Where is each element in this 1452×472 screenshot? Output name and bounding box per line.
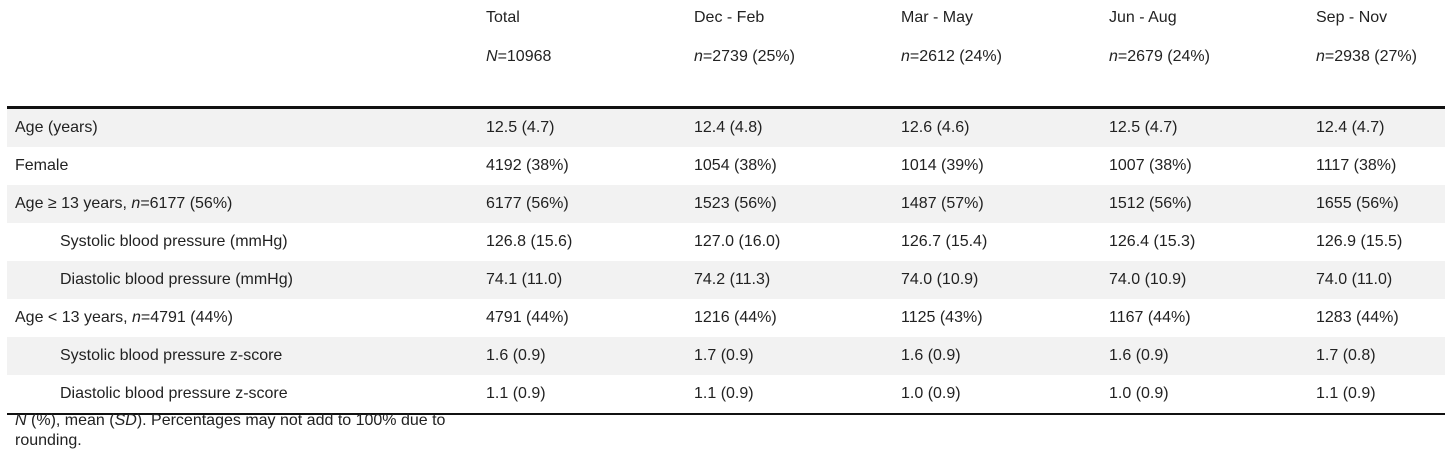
header-title-row: Total Dec - Feb Mar - May Jun - Aug Sep … <box>7 0 1445 36</box>
column-header-sep-nov: Sep - Nov <box>1316 9 1388 26</box>
cell-value: 1.7 (0.8) <box>1308 337 1445 375</box>
summary-table-container: Total Dec - Feb Mar - May Jun - Aug Sep … <box>7 0 1445 415</box>
cell-value: 1117 (38%) <box>1316 157 1397 174</box>
cell-value: 126.9 (15.5) <box>1316 233 1403 250</box>
row-label: Diastolic blood pressure z-score <box>60 385 288 402</box>
footnote-text: ). Percentages may not add to 100% due t… <box>15 412 446 449</box>
summary-table: Total Dec - Feb Mar - May Jun - Aug Sep … <box>7 0 1445 415</box>
cell-value: 1512 (56%) <box>1101 185 1308 223</box>
cell-value: 6177 (56%) <box>478 185 686 223</box>
table-row: Systolic blood pressure z-score 1.6 (0.9… <box>7 337 1445 375</box>
table-row: Diastolic blood pressure z-score 1.1 (0.… <box>7 375 1445 414</box>
row-label-count: =6177 (56%) <box>140 195 233 212</box>
cell-value: 1007 (38%) <box>1109 157 1192 174</box>
footnote-sd-symbol: SD <box>114 412 137 429</box>
row-label: Age < 13 years, n=4791 (44%) <box>7 299 478 337</box>
cell-value: 1167 (44%) <box>1109 309 1191 326</box>
cell-value: 1487 (57%) <box>893 185 1101 223</box>
count-value: =2739 (25%) <box>702 48 795 65</box>
row-label: Female <box>15 157 69 174</box>
cell-value: 1.1 (0.9) <box>694 385 754 402</box>
row-label-symbol: n <box>131 309 141 326</box>
cell-value: 4791 (44%) <box>486 309 569 326</box>
count-symbol: n <box>1316 48 1325 65</box>
header-count-row: N=10968 n=2739 (25%) n=2612 (24%) n=2679… <box>7 36 1445 108</box>
count-value: =2938 (27%) <box>1324 48 1417 65</box>
table-row: Female 4192 (38%) 1054 (38%) 1014 (39%) … <box>7 147 1445 185</box>
column-count-dec-feb: n=2739 (25%) <box>686 36 893 108</box>
cell-value: 1283 (44%) <box>1316 309 1399 326</box>
cell-value: 74.1 (11.0) <box>478 261 686 299</box>
row-label-symbol: n <box>131 195 141 212</box>
count-symbol: n <box>901 48 910 65</box>
cell-value: 1.0 (0.9) <box>901 385 961 402</box>
table-row: Age (years) 12.5 (4.7) 12.4 (4.8) 12.6 (… <box>7 107 1445 147</box>
cell-value: 1655 (56%) <box>1308 185 1445 223</box>
column-header-dec-feb: Dec - Feb <box>694 9 765 26</box>
cell-value: 12.6 (4.6) <box>893 107 1101 147</box>
column-count-total: N=10968 <box>478 36 686 108</box>
cell-value: 4192 (38%) <box>486 157 569 174</box>
table-footnote: N (%), mean (SD). Percentages may not ad… <box>15 411 485 451</box>
row-label: Age ≥ 13 years, n=6177 (56%) <box>7 185 478 223</box>
header-blank-cell <box>7 0 478 36</box>
cell-value: 12.4 (4.7) <box>1308 107 1445 147</box>
cell-value: 1.0 (0.9) <box>1109 385 1169 402</box>
table-row: Systolic blood pressure (mmHg) 126.8 (15… <box>7 223 1445 261</box>
cell-value: 1054 (38%) <box>694 157 777 174</box>
row-label: Diastolic blood pressure (mmHg) <box>7 261 478 299</box>
column-header-jun-aug: Jun - Aug <box>1109 9 1177 26</box>
cell-value: 74.0 (10.9) <box>1101 261 1308 299</box>
count-value: =2612 (24%) <box>909 48 1002 65</box>
cell-value: 12.5 (4.7) <box>1101 107 1308 147</box>
count-symbol: n <box>1109 48 1118 65</box>
table-row: Age ≥ 13 years, n=6177 (56%) 6177 (56%) … <box>7 185 1445 223</box>
row-label-count: =4791 (44%) <box>140 309 233 326</box>
cell-value: 74.2 (11.3) <box>686 261 893 299</box>
cell-value: 126.4 (15.3) <box>1109 233 1196 250</box>
row-label: Systolic blood pressure (mmHg) <box>60 233 288 250</box>
cell-value: 1216 (44%) <box>694 309 777 326</box>
cell-value: 126.7 (15.4) <box>901 233 988 250</box>
header-blank-cell <box>7 36 478 108</box>
count-value: =10968 <box>497 48 552 65</box>
cell-value: 127.0 (16.0) <box>694 233 781 250</box>
table-row: Age < 13 years, n=4791 (44%) 4791 (44%) … <box>7 299 1445 337</box>
table-body: Age (years) 12.5 (4.7) 12.4 (4.8) 12.6 (… <box>7 107 1445 414</box>
cell-value: 1.6 (0.9) <box>478 337 686 375</box>
row-label-text: Age ≥ 13 years, <box>15 195 132 212</box>
column-count-sep-nov: n=2938 (27%) <box>1308 36 1445 108</box>
cell-value: 1.6 (0.9) <box>1101 337 1308 375</box>
column-header-total: Total <box>486 9 520 26</box>
cell-value: 1125 (43%) <box>901 309 983 326</box>
count-symbol: n <box>694 48 703 65</box>
cell-value: 74.0 (10.9) <box>893 261 1101 299</box>
cell-value: 12.4 (4.8) <box>686 107 893 147</box>
table-header: Total Dec - Feb Mar - May Jun - Aug Sep … <box>7 0 1445 108</box>
footnote-n-symbol: N <box>15 412 27 429</box>
cell-value: 1014 (39%) <box>901 157 984 174</box>
cell-value: 1523 (56%) <box>686 185 893 223</box>
count-symbol: N <box>486 48 498 65</box>
cell-value: 126.8 (15.6) <box>486 233 573 250</box>
count-value: =2679 (24%) <box>1117 48 1210 65</box>
cell-value: 1.7 (0.9) <box>686 337 893 375</box>
cell-value: 1.1 (0.9) <box>486 385 546 402</box>
column-count-jun-aug: n=2679 (24%) <box>1101 36 1308 108</box>
row-label: Age (years) <box>7 107 478 147</box>
cell-value: 1.6 (0.9) <box>893 337 1101 375</box>
row-label: Systolic blood pressure z-score <box>7 337 478 375</box>
row-label-text: Age < 13 years, <box>15 309 132 326</box>
table-row: Diastolic blood pressure (mmHg) 74.1 (11… <box>7 261 1445 299</box>
column-header-mar-may: Mar - May <box>901 9 973 26</box>
cell-value: 1.1 (0.9) <box>1316 385 1376 402</box>
cell-value: 74.0 (11.0) <box>1308 261 1445 299</box>
column-count-mar-may: n=2612 (24%) <box>893 36 1101 108</box>
cell-value: 12.5 (4.7) <box>478 107 686 147</box>
footnote-text: (%), mean ( <box>26 412 115 429</box>
